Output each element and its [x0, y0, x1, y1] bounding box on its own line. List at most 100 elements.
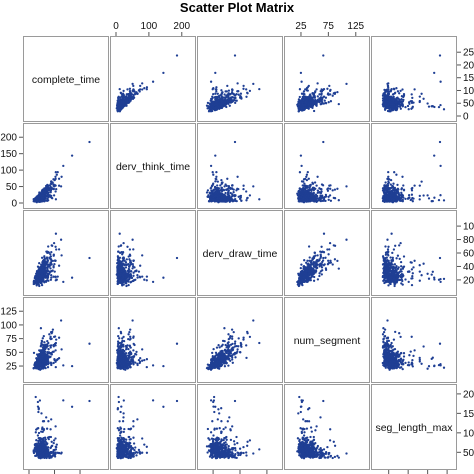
data-point [44, 280, 48, 283]
data-point [116, 108, 119, 111]
data-point [151, 80, 155, 83]
data-point [246, 197, 249, 200]
panel-complete_time-vs-derv_draw_time [205, 54, 261, 113]
data-point [139, 84, 142, 88]
data-point [399, 89, 402, 93]
data-point [214, 188, 217, 191]
data-point [302, 106, 305, 110]
data-point [234, 101, 237, 105]
data-point [230, 90, 234, 94]
data-point [311, 100, 314, 104]
data-point [236, 82, 239, 85]
data-point [385, 197, 389, 200]
data-point [307, 177, 310, 180]
data-point [313, 96, 317, 99]
data-point [47, 245, 50, 248]
data-point [222, 188, 225, 191]
data-point [311, 102, 315, 106]
data-point [385, 106, 389, 110]
data-point [237, 93, 240, 96]
data-point [382, 99, 385, 102]
data-point [384, 251, 388, 254]
data-point [301, 270, 304, 273]
data-point [208, 191, 211, 194]
data-point [35, 195, 38, 198]
data-point [52, 194, 56, 197]
data-point [345, 82, 348, 86]
data-point [302, 180, 305, 183]
data-point [388, 90, 391, 93]
data-point [418, 95, 421, 98]
data-point [212, 92, 215, 96]
data-point [300, 263, 303, 266]
data-point [300, 190, 303, 193]
data-point [401, 88, 404, 91]
panel-complete_time-vs-seg_length_max [381, 54, 446, 113]
data-point [210, 190, 213, 193]
data-point [258, 198, 261, 201]
data-point [141, 82, 144, 85]
data-point [239, 92, 243, 95]
data-point [40, 198, 44, 201]
data-point [252, 185, 255, 188]
data-point [329, 88, 332, 92]
data-point [132, 259, 135, 262]
data-point [211, 183, 214, 187]
data-point [309, 266, 312, 269]
data-point [306, 275, 310, 279]
data-point [122, 89, 125, 93]
data-point [238, 197, 242, 201]
data-point [309, 263, 312, 267]
data-point [248, 194, 252, 197]
data-point [314, 90, 317, 93]
data-point [217, 99, 220, 102]
data-point [298, 282, 301, 285]
data-point [306, 186, 309, 189]
data-point [46, 261, 49, 264]
variable-label: derv_draw_time [203, 248, 278, 260]
data-point [384, 103, 387, 106]
data-point [386, 177, 390, 180]
data-point [125, 275, 129, 278]
data-point [302, 104, 305, 107]
data-point [326, 248, 329, 251]
data-point [305, 175, 308, 178]
data-point [318, 272, 321, 275]
panel-frame [23, 297, 109, 383]
data-point [316, 98, 319, 101]
data-point [394, 107, 397, 110]
data-point [55, 248, 58, 251]
data-point [302, 90, 306, 93]
data-point [129, 95, 133, 98]
data-point [53, 184, 57, 187]
data-point [411, 105, 414, 108]
data-point [43, 192, 47, 195]
data-point [227, 192, 230, 195]
data-point [224, 100, 227, 104]
data-point [40, 256, 44, 259]
data-point [122, 241, 125, 245]
data-point [220, 186, 224, 190]
data-point [41, 266, 45, 269]
panel-frame [23, 36, 109, 122]
data-point [386, 238, 389, 241]
data-point [442, 199, 446, 202]
data-point [118, 101, 121, 105]
data-point [383, 88, 386, 92]
data-point [206, 107, 209, 110]
data-point [302, 188, 306, 191]
data-point [401, 279, 404, 283]
data-point [129, 272, 132, 276]
data-point [387, 250, 390, 253]
data-point [223, 103, 227, 107]
data-point [320, 188, 323, 191]
data-point [307, 245, 311, 248]
data-point [211, 96, 214, 99]
data-point [433, 196, 436, 199]
data-point [131, 82, 134, 86]
data-point [396, 96, 399, 99]
data-point [228, 100, 231, 103]
data-point [297, 272, 300, 275]
data-point [391, 109, 394, 112]
